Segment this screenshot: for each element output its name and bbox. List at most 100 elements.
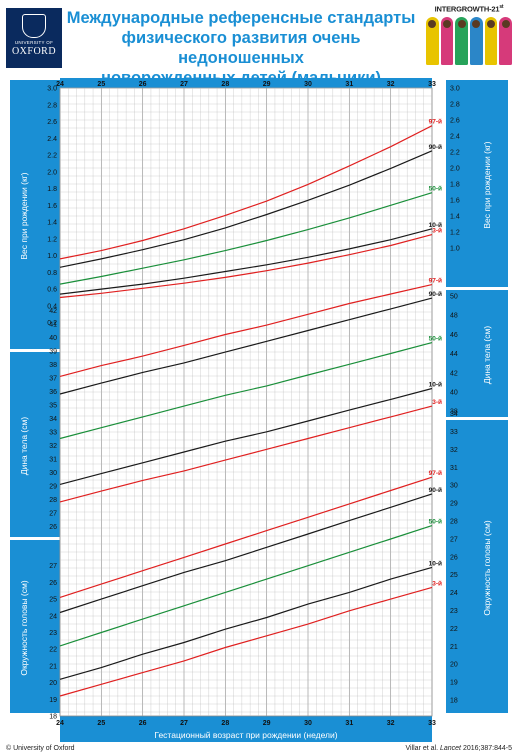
- percentile-label-2: 3-й: [432, 398, 442, 406]
- oxford-logo-name: OXFORD: [11, 46, 57, 57]
- percentile-label-3: 3-й: [432, 579, 442, 587]
- y-tick-right-3: 20: [450, 662, 458, 669]
- curve-2-97-й: [59, 284, 433, 377]
- footer-copyright: © University of Oxford: [6, 745, 75, 752]
- left-axis-band-1: [10, 80, 60, 349]
- x-tick-bottom-29: 29: [263, 720, 271, 727]
- y-tick-left-3: 21: [49, 663, 57, 670]
- y-tick-left-3: 26: [49, 580, 57, 587]
- oxford-crest-icon: [22, 14, 46, 38]
- percentile-label-3: 90-й: [429, 486, 442, 494]
- left-axis-band-3: [10, 540, 60, 713]
- curve-3-3-й: [59, 586, 433, 697]
- curve-2-50-й: [59, 342, 433, 440]
- y-tick-right-1: 1.4: [450, 214, 460, 221]
- y-axis-label-right-2: Дина тела (см): [482, 326, 492, 385]
- y-tick-left-2: 28: [49, 497, 57, 504]
- y-tick-left-2: 35: [49, 402, 57, 409]
- y-tick-right-1: 1.8: [450, 182, 460, 189]
- y-tick-left-2: 30: [49, 470, 57, 477]
- y-tick-left-3: 20: [49, 680, 57, 687]
- y-tick-left-1: 0.4: [47, 303, 57, 310]
- x-tick-top-26: 26: [139, 81, 147, 88]
- y-tick-right-3: 19: [450, 680, 458, 687]
- y-tick-right-1: 2.2: [450, 150, 460, 157]
- y-tick-right-1: 1.2: [450, 230, 460, 237]
- y-tick-left-1: 1.2: [47, 236, 57, 243]
- curve-3-90-й: [59, 493, 433, 614]
- x-tick-bottom-32: 32: [387, 720, 395, 727]
- y-tick-right-3: 21: [450, 644, 458, 651]
- y-tick-right-2: 42: [450, 370, 458, 377]
- y-tick-left-1: 2.4: [47, 136, 57, 143]
- right-axis-band-2: [446, 290, 508, 417]
- y-tick-right-3: 18: [450, 698, 458, 705]
- x-tick-bottom-33: 33: [428, 720, 436, 727]
- y-tick-left-2: 27: [49, 510, 57, 517]
- y-tick-left-1: 1.8: [47, 186, 57, 193]
- y-tick-left-1: 0.6: [47, 287, 57, 294]
- y-tick-left-1: 2.6: [47, 119, 57, 126]
- x-tick-bottom-31: 31: [345, 720, 353, 727]
- y-tick-right-2: 48: [450, 313, 458, 320]
- percentile-label-1: 10-й: [429, 221, 442, 229]
- y-tick-left-2: 39: [49, 348, 57, 355]
- y-tick-left-2: 36: [49, 389, 57, 396]
- curve-2-10-й: [59, 387, 433, 485]
- y-tick-left-3: 23: [49, 630, 57, 637]
- percentile-label-2: 50-й: [429, 335, 442, 343]
- y-tick-left-1: 2.8: [47, 102, 57, 109]
- right-axis-band-1: [446, 80, 508, 287]
- curve-3-10-й: [59, 566, 433, 680]
- y-tick-left-3: 22: [49, 647, 57, 654]
- curve-2-3-й: [59, 405, 433, 503]
- oxford-logo-university: UNIVERSITY OF: [14, 40, 54, 45]
- y-tick-right-1: 1.0: [450, 246, 460, 253]
- citation-ref: 2016;387:844-5: [461, 745, 512, 752]
- y-tick-right-2: 38: [450, 409, 458, 416]
- x-tick-bottom-25: 25: [97, 720, 105, 727]
- y-tick-right-2: 44: [450, 351, 458, 358]
- y-tick-left-2: 40: [49, 335, 57, 342]
- y-axis-label-right-1: Вес при рождении (кг): [482, 141, 492, 228]
- y-tick-left-2: 42: [49, 308, 57, 315]
- percentile-label-1: 90-й: [429, 143, 442, 151]
- y-tick-right-1: 2.0: [450, 166, 460, 173]
- y-tick-left-1: 3.0: [47, 86, 57, 93]
- percentile-label-2: 90-й: [429, 290, 442, 298]
- y-tick-right-3: 30: [450, 483, 458, 490]
- x-tick-top-29: 29: [263, 81, 271, 88]
- y-tick-left-3: 24: [49, 613, 57, 620]
- y-tick-right-1: 1.6: [450, 198, 460, 205]
- x-tick-top-27: 27: [180, 81, 188, 88]
- percentile-label-1: 97-й: [429, 118, 442, 126]
- intergrowth-sup: st: [499, 4, 504, 10]
- title-line-2: физического развития очень недоношенных: [121, 29, 361, 67]
- curve-1-90-й: [59, 150, 433, 268]
- percentile-label-2: 97-й: [429, 277, 442, 285]
- citation-journal: Lancet: [439, 745, 461, 752]
- y-tick-left-2: 33: [49, 429, 57, 436]
- y-tick-left-2: 31: [49, 456, 57, 463]
- y-tick-right-1: 3.0: [450, 86, 460, 93]
- x-tick-top-24: 24: [56, 81, 64, 88]
- right-axis-band-3: [446, 420, 508, 713]
- y-tick-left-1: 0.2: [47, 320, 57, 327]
- plot-area: [59, 87, 433, 717]
- percentile-label-1: 3-й: [432, 227, 442, 235]
- y-axis-label-left-2: Дина тела (см): [19, 417, 29, 476]
- y-axis-label-left-1: Вес при рождении (кг): [19, 172, 29, 259]
- intergrowth-name: INTERGROWTH-21: [434, 4, 500, 14]
- y-tick-right-3: 23: [450, 608, 458, 615]
- y-tick-left-3: 19: [49, 697, 57, 704]
- x-tick-top-25: 25: [97, 81, 105, 88]
- y-tick-right-2: 50: [450, 294, 458, 301]
- y-tick-left-2: 29: [49, 483, 57, 490]
- y-tick-left-2: 34: [49, 416, 57, 423]
- y-tick-left-1: 2.0: [47, 169, 57, 176]
- percentile-label-2: 10-й: [429, 381, 442, 389]
- y-axis-label-right-3: Окружность головы (см): [482, 520, 492, 615]
- y-tick-right-3: 28: [450, 519, 458, 526]
- top-axis-band: [60, 78, 432, 88]
